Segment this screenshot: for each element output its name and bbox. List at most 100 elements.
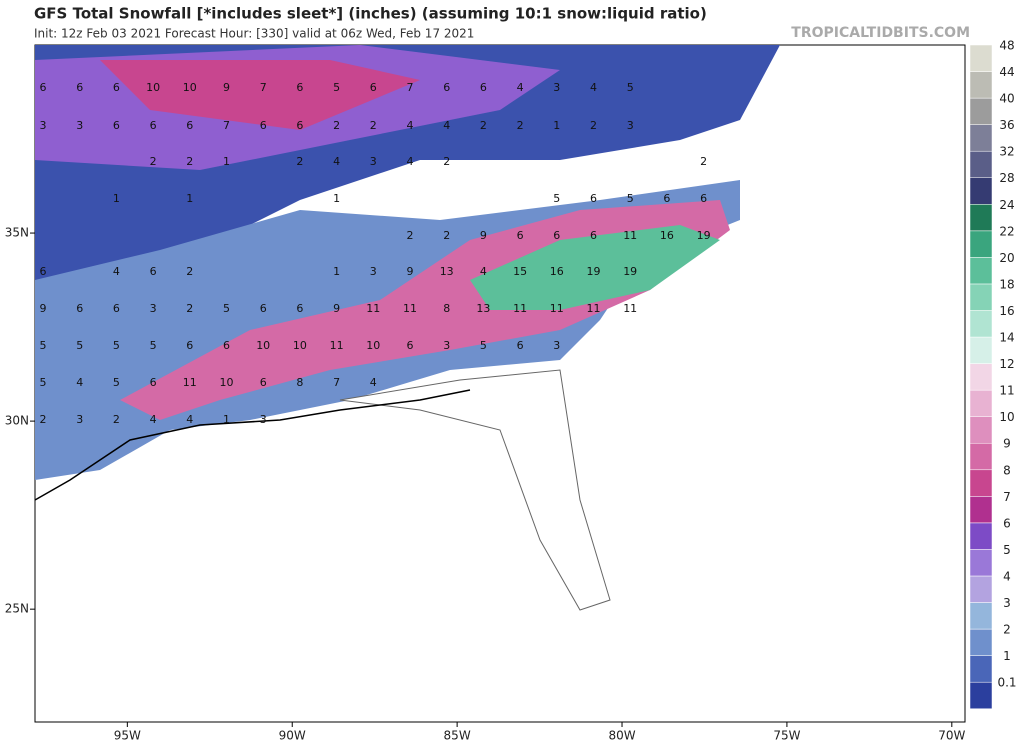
colorbar-swatch xyxy=(969,442,993,471)
snow-label: 5 xyxy=(627,81,634,94)
snow-label: 13 xyxy=(440,265,454,278)
colorbar-swatch xyxy=(969,336,993,364)
colorbar-swatch xyxy=(969,416,993,444)
colorbar-swatch xyxy=(969,469,993,497)
colorbar-swatch xyxy=(969,177,993,205)
colorbar-label: 16 xyxy=(999,304,1014,318)
snow-label: 2 xyxy=(333,119,340,132)
colorbar-swatch xyxy=(969,496,993,524)
overlay: 95W 90W 85W 80W 75W 70W 35N 30N 25N 6 6 6 10 10 9 7 6 5 6 7… xyxy=(5,39,1017,743)
snow-label: 2 xyxy=(700,155,707,168)
snow-label: 6 xyxy=(40,81,47,94)
snow-label: 5 xyxy=(40,339,47,352)
snow-label: 6 xyxy=(663,192,670,205)
snow-label: 2 xyxy=(590,119,597,132)
coastline xyxy=(34,389,471,501)
snow-label: 13 xyxy=(476,302,490,315)
colorbar-label: 40 xyxy=(999,92,1014,106)
colorbar-label: 7 xyxy=(1003,490,1011,504)
snow-label: 6 xyxy=(113,81,120,94)
snow-label: 2 xyxy=(186,302,193,315)
snow-label: 3 xyxy=(76,119,83,132)
snow-label: 2 xyxy=(443,229,450,242)
snow-label: 10 xyxy=(220,376,234,389)
colorbar-label: 32 xyxy=(999,145,1014,159)
snow-label: 5 xyxy=(40,376,47,389)
snow-label: 6 xyxy=(186,339,193,352)
colorbar-label: 24 xyxy=(999,198,1014,212)
snow-label: 7 xyxy=(407,81,414,94)
map-area xyxy=(34,44,966,723)
snow-label: 11 xyxy=(183,376,197,389)
snow-label: 5 xyxy=(113,376,120,389)
x-tick-label: 75W xyxy=(773,729,800,743)
snow-pink xyxy=(100,60,420,130)
colorbar-label: 36 xyxy=(999,118,1014,132)
colorbar-label: 3 xyxy=(1003,596,1011,610)
snow-label: 1 xyxy=(333,192,340,205)
snow-label: 19 xyxy=(697,229,711,242)
snow-label: 4 xyxy=(186,413,193,426)
snow-label: 8 xyxy=(296,376,303,389)
snow-label: 19 xyxy=(623,265,637,278)
snow-label: 5 xyxy=(627,192,634,205)
snow-label: 11 xyxy=(587,302,601,315)
snow-label: 8 xyxy=(443,302,450,315)
snow-label: 2 xyxy=(186,155,193,168)
snow-label: 6 xyxy=(553,229,560,242)
snow-label: 11 xyxy=(403,302,417,315)
snow-label: 5 xyxy=(223,302,230,315)
snow-label: 9 xyxy=(223,81,230,94)
snow-label: 6 xyxy=(150,119,157,132)
x-tick-label: 90W xyxy=(279,729,306,743)
snow-label: 6 xyxy=(480,81,487,94)
snow-label: 2 xyxy=(296,155,303,168)
snow-label: 6 xyxy=(150,265,157,278)
snow-label: 4 xyxy=(480,265,487,278)
snow-label: 3 xyxy=(627,119,634,132)
colorbar-swatch xyxy=(969,549,993,577)
colorbar-swatch xyxy=(969,602,993,630)
snow-label: 6 xyxy=(223,339,230,352)
snow-label: 1 xyxy=(223,413,230,426)
colorbar-swatch xyxy=(969,257,993,285)
snow-label: 4 xyxy=(150,413,157,426)
colorbar-label: 4 xyxy=(1003,569,1011,583)
colorbar-swatch xyxy=(969,71,993,99)
colorbar-swatch xyxy=(969,363,993,391)
colorbar-label: 6 xyxy=(1003,516,1011,530)
snow-label: 6 xyxy=(590,192,597,205)
colorbar-swatch xyxy=(969,310,993,338)
snow-label: 6 xyxy=(260,302,267,315)
snow-label: 4 xyxy=(517,81,524,94)
snow-label: 10 xyxy=(183,81,197,94)
snow-label: 6 xyxy=(76,81,83,94)
snow-label: 6 xyxy=(407,339,414,352)
snow-label: 7 xyxy=(333,376,340,389)
x-tick-label: 70W xyxy=(938,729,965,743)
snow-label: 6 xyxy=(150,376,157,389)
snow-label: 6 xyxy=(590,229,597,242)
snow-label: 3 xyxy=(40,119,47,132)
y-tick-label: 35N xyxy=(5,226,29,240)
florida xyxy=(339,369,611,611)
colorbar-swatch xyxy=(969,575,993,603)
snow-label: 6 xyxy=(76,302,83,315)
snow-label: 10 xyxy=(256,339,270,352)
snow-label: 6 xyxy=(260,119,267,132)
snow-label: 6 xyxy=(186,119,193,132)
colorbar-label: 20 xyxy=(999,251,1014,265)
snow-label: 6 xyxy=(517,339,524,352)
colorbar-label: 48 xyxy=(999,39,1014,53)
snow-label: 6 xyxy=(296,302,303,315)
snow-label: 4 xyxy=(76,376,83,389)
title: GFS Total Snowfall [*includes sleet*] (i… xyxy=(34,5,707,23)
snow-label: 5 xyxy=(333,81,340,94)
snow-label: 6 xyxy=(260,376,267,389)
colorbar-swatch xyxy=(969,230,993,258)
colorbar-label: 18 xyxy=(999,277,1014,291)
snow-label: 3 xyxy=(370,155,377,168)
snow-label: 3 xyxy=(150,302,157,315)
snow-label: 2 xyxy=(40,413,47,426)
